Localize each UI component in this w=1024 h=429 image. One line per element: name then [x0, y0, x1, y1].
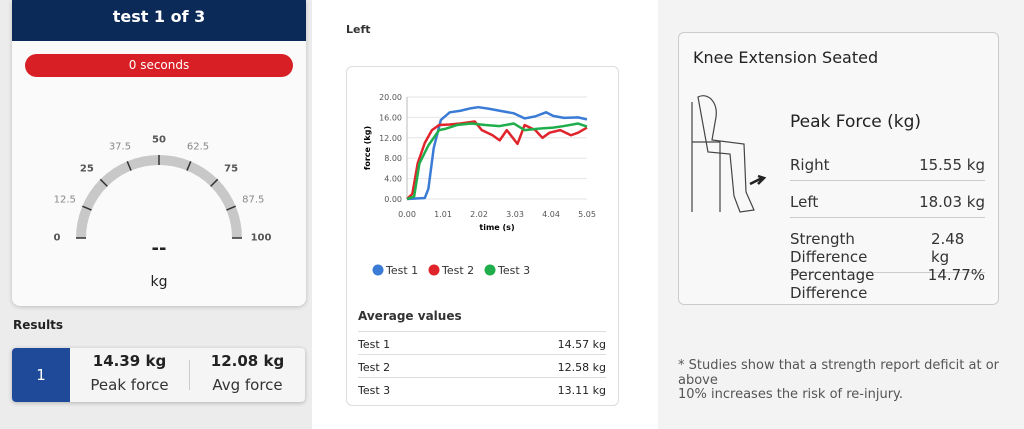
result-index: 1: [12, 348, 70, 402]
report-value: 15.55 kg: [919, 156, 985, 174]
gauge-tick-label: 100: [250, 232, 272, 244]
avg-force-value: 12.08 kg: [210, 352, 285, 370]
gauge-tick-label: 12.5: [53, 194, 76, 206]
gauge-tick: [210, 178, 219, 187]
y-tick-label: 20.00: [379, 93, 402, 102]
average-row: Test 2 12.58 kg: [358, 354, 606, 377]
timer-bar: 0 seconds: [25, 54, 293, 77]
y-tick-label: 4.00: [384, 175, 402, 184]
knee-extension-illustration: [691, 95, 767, 213]
gauge-card: [12, 0, 306, 306]
average-title: Average values: [358, 309, 462, 323]
x-tick-label: 5.05: [578, 210, 596, 219]
peak-force-heading: Peak Force (kg): [790, 112, 922, 132]
legend-marker: [428, 264, 440, 276]
legend-label: Test 1: [385, 264, 418, 277]
test-header: test 1 of 3: [12, 0, 306, 41]
peak-force-value: 14.39 kg: [92, 352, 167, 370]
exercise-title: Knee Extension Seated: [693, 48, 879, 67]
series-line-test-2: [406, 120, 588, 200]
gauge-tick-label: 75: [224, 163, 239, 175]
x-tick-label: 2.02: [470, 210, 488, 219]
average-name: Test 1: [358, 338, 391, 351]
gauge-tick-label: 37.5: [108, 141, 132, 153]
average-name: Test 2: [358, 361, 391, 374]
gauge-tick: [99, 178, 108, 187]
results-label: Results: [13, 318, 64, 332]
gauge-tick: [126, 161, 132, 171]
average-value: 13.11 kg: [557, 384, 606, 397]
report-row: Left 18.03 kg: [790, 193, 985, 218]
y-tick-label: 12.00: [379, 134, 402, 143]
average-row: Test 3 13.11 kg: [358, 377, 606, 400]
report-label: Strength Difference: [790, 230, 868, 266]
y-tick-label: 8.00: [384, 154, 402, 163]
gauge-arc: [76, 155, 242, 239]
x-tick-label: 0.00: [398, 210, 416, 219]
x-tick-label: 3.03: [506, 210, 524, 219]
y-tick-label: 16.00: [379, 113, 402, 122]
y-tick-label: 0.00: [384, 195, 402, 204]
report-label: Percentage Difference: [790, 266, 875, 302]
average-row: Test 1 14.57 kg: [358, 331, 606, 354]
divider: [189, 360, 190, 390]
gauge-tick: [186, 161, 192, 171]
footnote-line-1: * Studies show that a strength report de…: [678, 358, 999, 388]
report-value: 14.77%: [927, 266, 985, 284]
result-row[interactable]: 1 14.39 kg Peak force 12.08 kg Avg force: [12, 348, 305, 402]
report-label: Left: [790, 193, 819, 211]
gauge-tick: [226, 205, 236, 211]
y-axis-label: force (kg): [363, 126, 372, 170]
legend-label: Test 3: [497, 264, 530, 277]
report-row: Right 15.55 kg: [790, 156, 985, 181]
legend-label: Test 2: [441, 264, 474, 277]
gauge-tick-label: 0: [53, 232, 61, 244]
x-tick-label: 4.04: [542, 210, 560, 219]
force-time-chart: 0.00 4.00 8.00 12.00 16.00 20.00 0.00 1.01 2.02 3…: [363, 93, 596, 277]
avg-force-label: Avg force: [212, 376, 283, 394]
report-value: 18.03 kg: [919, 193, 985, 211]
report-row: Strength Difference 2.48 kg: [790, 230, 985, 273]
legend-marker: [484, 264, 496, 276]
peak-force-label: Peak force: [90, 376, 169, 394]
gauge-tick: [82, 205, 92, 211]
report-value: 2.48 kg: [930, 230, 965, 266]
gauge-unit: kg: [150, 274, 168, 290]
series-line-test-3: [406, 122, 588, 201]
report-row: Percentage Difference 14.77%: [790, 266, 985, 308]
gauge-value: --: [151, 238, 167, 259]
series-line-test-1: [406, 105, 588, 201]
gauge-tick-label: 50: [152, 134, 166, 146]
report-label: Right: [790, 156, 830, 174]
average-name: Test 3: [358, 384, 391, 397]
footnote-line-2: 10% increases the risk of re-injury.: [678, 387, 904, 402]
gauge-tick-label: 87.5: [242, 194, 265, 206]
chart-card: [346, 66, 619, 406]
average-value: 14.57 kg: [557, 338, 606, 351]
force-gauge: [76, 155, 242, 239]
legend-marker: [372, 264, 384, 276]
side-label: Left: [346, 23, 371, 36]
gauge-tick-label: 62.5: [186, 141, 210, 153]
x-axis-label: time (s): [479, 223, 514, 232]
x-tick-label: 1.01: [434, 210, 452, 219]
average-value: 12.58 kg: [557, 361, 606, 374]
gauge-tick-label: 25: [79, 163, 94, 175]
